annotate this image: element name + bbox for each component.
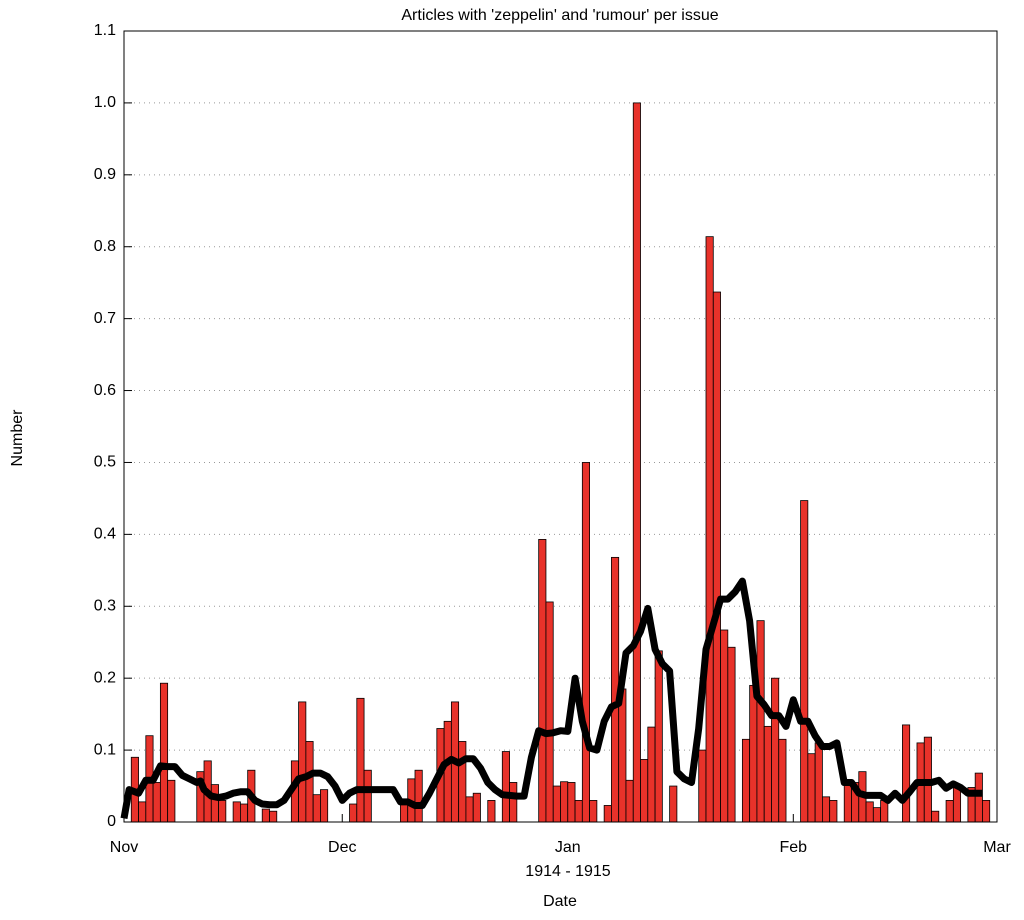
bar <box>560 781 569 823</box>
bar <box>363 769 372 823</box>
bar <box>902 724 911 823</box>
bar <box>756 620 765 823</box>
y-tick-label: 1.0 <box>94 94 116 111</box>
chart-title: Articles with 'zeppelin' and 'rumour' pe… <box>401 7 718 24</box>
y-tick-label: 0.8 <box>94 238 116 255</box>
x-axis-label: Date <box>543 893 577 910</box>
x-tick-label: Feb <box>780 839 808 856</box>
bar <box>974 772 983 823</box>
bar <box>501 751 510 823</box>
bar <box>320 789 329 823</box>
bar <box>945 800 954 823</box>
bar <box>705 236 714 823</box>
x-annotation: 1914 - 1915 <box>525 863 611 880</box>
bar <box>312 794 321 823</box>
bar <box>872 807 882 823</box>
bar <box>581 462 591 823</box>
bar <box>218 800 227 823</box>
bar <box>698 749 707 823</box>
x-tick-label: Nov <box>110 839 138 856</box>
bar <box>138 801 147 823</box>
bar <box>727 646 736 823</box>
bar <box>465 796 474 823</box>
bar <box>829 800 838 823</box>
bar <box>800 500 809 823</box>
y-tick-label: 0.2 <box>94 669 116 686</box>
bar <box>625 779 634 823</box>
bar <box>763 725 772 823</box>
bar <box>349 803 358 823</box>
bar <box>210 784 219 823</box>
bar <box>814 742 823 823</box>
bar <box>712 291 721 823</box>
bar <box>749 684 758 823</box>
bar <box>640 759 649 823</box>
bar <box>822 796 831 823</box>
bar <box>647 726 656 823</box>
x-tick-label: Mar <box>983 839 1011 856</box>
bar <box>509 782 518 823</box>
y-axis-label: Number <box>9 409 26 467</box>
bar <box>538 538 547 823</box>
y-tick-label: 0.6 <box>94 382 116 399</box>
bar <box>232 801 241 823</box>
bar <box>443 720 452 823</box>
bar <box>669 785 678 823</box>
bar <box>305 741 314 823</box>
x-tick-label: Jan <box>555 839 581 856</box>
bar <box>865 801 874 823</box>
bar <box>982 800 991 823</box>
bar <box>807 753 816 823</box>
bar <box>574 800 583 823</box>
y-tick-label: 0.5 <box>94 454 116 471</box>
bar <box>269 810 278 823</box>
bar <box>487 800 496 823</box>
y-tick-label: 0.3 <box>94 597 116 614</box>
bar <box>952 785 962 823</box>
bar <box>618 688 627 823</box>
y-tick-label: 0.1 <box>94 741 116 758</box>
bar <box>567 782 576 823</box>
bar <box>545 601 554 823</box>
bar <box>603 805 612 823</box>
bar <box>159 682 169 823</box>
bar <box>261 808 270 823</box>
bar <box>152 782 161 823</box>
bar <box>298 701 307 823</box>
y-tick-label: 0.9 <box>94 166 116 183</box>
bar <box>239 803 249 823</box>
smoothed-line <box>120 577 983 820</box>
y-tick-label: 0.4 <box>94 526 116 543</box>
bar <box>843 782 852 823</box>
y-tick-label: 0.7 <box>94 310 116 327</box>
bar <box>720 629 729 823</box>
bar <box>472 792 481 823</box>
bar <box>356 697 365 823</box>
plot-frame <box>123 30 998 823</box>
bar <box>771 677 780 823</box>
bar <box>741 738 751 823</box>
bar <box>632 102 641 823</box>
x-tick-label: Dec <box>328 839 356 856</box>
y-tick-label: 0 <box>107 813 116 830</box>
y-tick-label: 1.1 <box>94 22 116 39</box>
bar <box>414 769 423 823</box>
bar <box>931 810 940 823</box>
bar <box>400 803 409 823</box>
bar <box>589 800 598 823</box>
bar <box>552 785 561 823</box>
bar <box>778 738 787 823</box>
bar <box>458 741 467 823</box>
bar <box>654 650 663 823</box>
bar <box>167 779 176 823</box>
